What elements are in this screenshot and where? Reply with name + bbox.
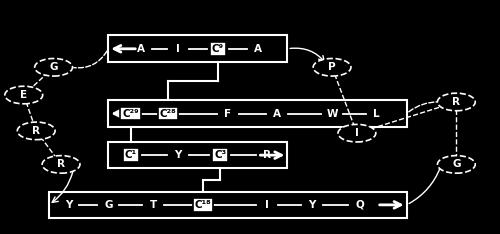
Text: R: R — [57, 159, 65, 169]
Text: W: W — [326, 109, 338, 119]
Circle shape — [5, 86, 43, 104]
Text: P: P — [328, 62, 336, 72]
Text: C³: C³ — [214, 150, 226, 160]
Text: I: I — [266, 200, 270, 210]
Text: R: R — [32, 126, 40, 136]
Bar — [108, 36, 288, 62]
Text: Y: Y — [174, 150, 182, 160]
Text: E: E — [20, 90, 28, 100]
Circle shape — [34, 58, 72, 76]
Text: Y: Y — [308, 200, 316, 210]
Circle shape — [18, 122, 55, 140]
Text: F: F — [224, 109, 231, 119]
Circle shape — [338, 124, 376, 142]
Text: R: R — [452, 97, 460, 107]
Text: Y: Y — [65, 200, 72, 210]
Bar — [108, 100, 406, 127]
Text: G: G — [104, 200, 112, 210]
Text: C²⁸: C²⁸ — [160, 109, 176, 119]
Bar — [108, 142, 288, 168]
Text: C¹: C¹ — [124, 150, 136, 160]
Bar — [48, 192, 406, 218]
Text: A: A — [254, 44, 262, 54]
Text: T: T — [150, 200, 156, 210]
Text: A: A — [274, 109, 281, 119]
Circle shape — [313, 58, 351, 76]
Circle shape — [42, 156, 80, 173]
Circle shape — [438, 156, 475, 173]
Circle shape — [438, 93, 475, 111]
Text: G: G — [452, 159, 460, 169]
Text: C⁹: C⁹ — [212, 44, 224, 54]
Text: I: I — [176, 44, 180, 54]
Text: G: G — [50, 62, 58, 72]
Text: C¹⁸: C¹⁸ — [194, 200, 211, 210]
Text: I: I — [355, 128, 359, 138]
Text: C²⁹: C²⁹ — [122, 109, 139, 119]
Text: L: L — [374, 109, 380, 119]
Text: A: A — [136, 44, 144, 54]
Text: Q: Q — [355, 200, 364, 210]
Text: R: R — [264, 150, 272, 160]
